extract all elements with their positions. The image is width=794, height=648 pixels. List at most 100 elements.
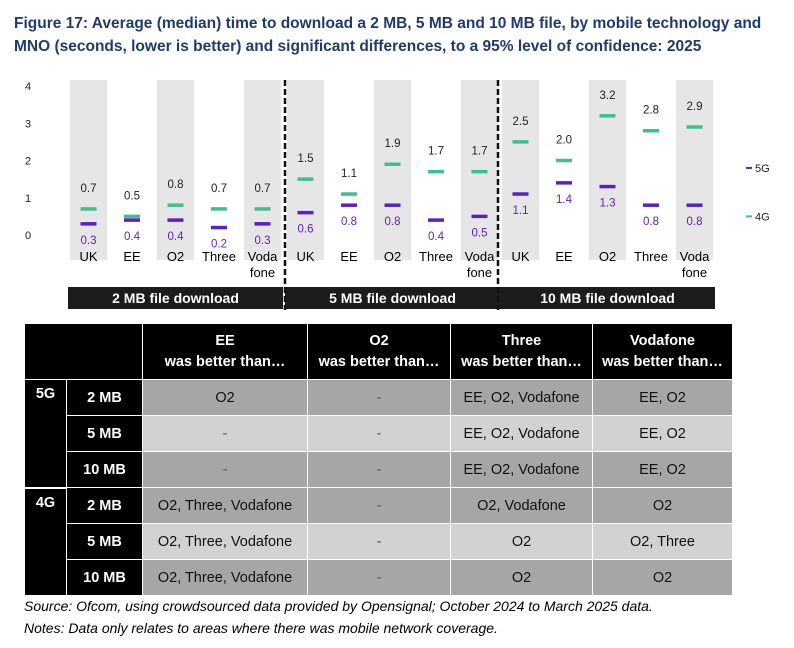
- data-label-5g: 0.4: [168, 231, 185, 243]
- data-label-5g: 1.3: [600, 198, 616, 210]
- data-label-5g: 0.5: [472, 227, 488, 239]
- group-label-bar: [285, 287, 500, 309]
- data-label-4g: 2.0: [556, 135, 572, 147]
- column-shade: [676, 80, 713, 260]
- y-tick-label: 2: [25, 156, 31, 168]
- table-cell: EE, O2: [592, 379, 733, 416]
- table-row: 10 MB O2, Three, Vodafone - O2 O2: [25, 559, 733, 596]
- header-o2: O2 was better than…: [307, 323, 451, 380]
- table-cell: EE, O2, Vodafone: [450, 451, 593, 488]
- file-size-cell: 5 MB: [66, 415, 143, 452]
- data-label-4g: 1.9: [385, 138, 401, 150]
- column-shade: [287, 80, 324, 260]
- file-size-cell: 2 MB: [66, 487, 143, 524]
- table-cell: O2, Three: [592, 523, 733, 560]
- operator-label: UK: [296, 249, 314, 264]
- column-shade: [502, 80, 539, 260]
- header-phrase: was better than…: [164, 353, 286, 370]
- table-row: 5G 2 MB O2- EE, O2, Vodafone EE, O2: [24, 379, 733, 489]
- group-label: 2 MB file download: [112, 290, 239, 306]
- column-shade: [70, 80, 107, 260]
- header-operator: O2: [369, 332, 389, 349]
- table-cell: -: [307, 487, 451, 524]
- technology-cell: 5G: [24, 379, 67, 489]
- file-size-cell: 10 MB: [66, 559, 143, 596]
- group-label: 10 MB file download: [540, 290, 675, 306]
- source-line: Source: Ofcom, using crowdsourced data p…: [24, 598, 653, 614]
- table-cell: -: [307, 415, 451, 452]
- data-label-4g: 1.5: [298, 153, 314, 165]
- table-row: 4G 2 MB O2, Three, Vodafone - O2, Vodafone O2: [24, 487, 733, 597]
- operator-label: UK: [511, 249, 529, 264]
- table-cell: -: [307, 451, 451, 488]
- file-size-cell: 5 MB: [66, 523, 143, 560]
- operator-label: Three: [419, 249, 453, 264]
- data-label-5g: 0.8: [687, 216, 703, 228]
- table-cell: O2, Three, Vodafone: [142, 523, 308, 560]
- table-cell: O2, Vodafone: [450, 487, 593, 524]
- table-row: 5 MB - - EE, O2, Vodafone EE, O2: [25, 415, 733, 452]
- table-cell: -: [142, 415, 308, 452]
- header-phrase: was better than…: [318, 353, 440, 370]
- data-label-4g: 2.9: [687, 101, 703, 113]
- header-three: Three was better than…: [450, 323, 593, 380]
- column-shade: [589, 80, 626, 260]
- data-label-4g: 1.7: [472, 146, 488, 158]
- data-label-5g: 1.1: [513, 205, 529, 217]
- data-label-4g: 0.7: [255, 183, 271, 195]
- file-size-cell: 2 MB: [66, 379, 143, 416]
- table-row: 5 MB O2, Three, Vodafone - O2 O2, Three: [25, 523, 733, 560]
- notes-line: Notes: Data only relates to areas where …: [24, 620, 498, 636]
- data-label-4g: 0.8: [168, 179, 184, 191]
- data-label-5g: 0.8: [385, 216, 401, 228]
- table-cell: O2: [450, 559, 593, 596]
- data-label-5g: 0.4: [124, 231, 141, 243]
- operator-label: fone: [250, 265, 275, 280]
- table-cell: -: [307, 379, 451, 416]
- table-cell: O2: [592, 487, 733, 524]
- y-tick-label: 0: [25, 230, 31, 242]
- data-label-4g: 1.1: [341, 168, 357, 180]
- y-tick-label: 1: [25, 193, 31, 205]
- data-label-5g: 0.3: [81, 235, 97, 247]
- technology-cell: 4G: [24, 487, 67, 597]
- table-cell: O2, Three, Vodafone: [142, 559, 308, 596]
- source-notes: Source: Ofcom, using crowdsourced data p…: [24, 595, 653, 639]
- operator-label: fone: [467, 265, 492, 280]
- y-tick-label: 4: [25, 81, 31, 93]
- legend-label: 5G: [755, 163, 770, 175]
- header-phrase: was better than…: [461, 353, 582, 370]
- data-label-5g: 0.4: [428, 231, 445, 243]
- data-label-4g: 2.8: [643, 105, 659, 117]
- group-label: 5 MB file download: [329, 290, 456, 306]
- operator-label: Three: [634, 249, 668, 264]
- operator-label: EE: [340, 249, 358, 264]
- table-cell: EE, O2: [592, 415, 733, 452]
- data-label-5g: 1.4: [556, 194, 573, 206]
- operator-label: UK: [79, 249, 97, 264]
- data-label-4g: 3.2: [600, 90, 616, 102]
- header-ee: EE was better than…: [142, 323, 308, 380]
- header-operator: EE: [215, 332, 235, 349]
- significance-table: EE was better than… O2 was better than… Th…: [24, 323, 733, 597]
- file-size-cell: 10 MB: [66, 451, 143, 488]
- data-label-4g: 0.7: [211, 183, 227, 195]
- column-shade: [374, 80, 411, 260]
- operator-label: EE: [555, 249, 573, 264]
- table-cell: EE, O2, Vodafone: [450, 379, 593, 416]
- data-label-4g: 0.5: [124, 190, 140, 202]
- data-label-4g: 1.7: [428, 146, 444, 158]
- header-phrase: was better than…: [602, 353, 723, 370]
- figure-title: Figure 17: Average (median) time to down…: [14, 15, 762, 55]
- table-cell: EE, O2, Vodafone: [450, 415, 593, 452]
- table-cell: O2: [142, 379, 308, 416]
- column-shade: [157, 80, 194, 260]
- table-cell: O2, Three, Vodafone: [142, 487, 308, 524]
- table-cell: -: [307, 523, 451, 560]
- column-shade: [244, 80, 281, 260]
- table-cell: -: [307, 559, 451, 596]
- operator-label: Voda: [680, 249, 710, 264]
- operator-label: Voda: [248, 249, 278, 264]
- data-label-4g: 2.5: [513, 116, 529, 128]
- group-label-bar: [68, 287, 283, 309]
